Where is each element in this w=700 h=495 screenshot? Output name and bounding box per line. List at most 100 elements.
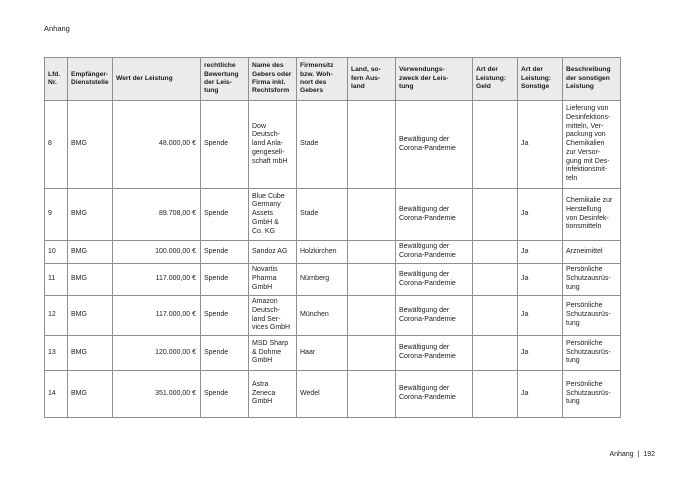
column-header: Name des Gebers oder Firma inkl. Rechtsf… [248,57,297,101]
column-header: Land, so- fern Aus- land [347,57,396,101]
table-cell: 13 [44,335,68,371]
table-cell [472,295,518,336]
table-cell: Ja [517,335,563,371]
table-cell: BMG [67,295,113,336]
table-cell: Nürnberg [296,263,348,296]
table-cell: Blue Cube Germany Assets GmbH & Co. KG [248,188,297,241]
column-header: Lfd. Nr. [44,57,68,101]
table-cell: Bewältigung der Corona-Pandemie [395,295,473,336]
table-cell [347,295,396,336]
table-cell: Dow Deutsch- land Anla- gengesell- schaf… [248,100,297,189]
table-body: 8 BMG 48.000,00 € Spende Dow Deutsch- land A… [44,100,621,418]
table-row: 14 BMG 351.000,00 € Spende Astra Zeneca GmbH… [44,370,621,418]
table-cell: München [296,295,348,336]
table-cell: MSD Sharp & Dohme GmbH [248,335,297,371]
column-header: Firmensitz bzw. Woh- nort des Gebers [296,57,348,101]
table-cell: 100.000,00 € [112,240,201,264]
table-cell [472,100,518,189]
table-cell: Bewältigung der Corona-Pandemie [395,263,473,296]
table-cell: BMG [67,188,113,241]
table-cell: 12 [44,295,68,336]
table-cell: Stade [296,100,348,189]
table-cell: Spende [200,370,249,418]
footer-page-number: 192 [643,451,655,458]
table-cell [472,240,518,264]
table-cell: Persönliche Schutzausrüs- tung [562,295,621,336]
table-cell: BMG [67,100,113,189]
donations-table: Lfd. Nr. Empfänger- Dienststelle Wert der … [44,57,621,418]
table-cell: BMG [67,335,113,371]
table-cell: Spende [200,100,249,189]
footer-section-label: Anhang [609,451,634,458]
table-cell: 14 [44,370,68,418]
table-cell [347,188,396,241]
table-cell: Bewältigung der Corona-Pandemie [395,100,473,189]
table-cell [472,335,518,371]
table-row: 12 BMG 117.000,00 € Spende Amazon Deutsch- l… [44,295,621,336]
table-head: Lfd. Nr. Empfänger- Dienststelle Wert der … [44,57,621,101]
table-cell: Bewältigung der Corona-Pandemie [395,370,473,418]
table-cell: Persönliche Schutzausrüs- tung [562,335,621,371]
table-cell: 8 [44,100,68,189]
table-cell: Persönliche Schutzausrüs- tung [562,263,621,296]
table-cell: Amazon Deutsch- land Ser- vices GmbH [248,295,297,336]
column-header: Art der Leistung: Geld [472,57,518,101]
table-cell: Haar [296,335,348,371]
table-cell: Spende [200,295,249,336]
table-cell: BMG [67,240,113,264]
table-cell: Novartis Pharma GmbH [248,263,297,296]
table-cell: Ja [517,370,563,418]
table-cell: Astra Zeneca GmbH [248,370,297,418]
table-cell: Persönliche Schutzausrüs- tung [562,370,621,418]
table-cell [347,100,396,189]
table-row: 13 BMG 120.000,00 € Spende MSD Sharp & Dohme… [44,335,621,371]
table-cell: Spende [200,335,249,371]
column-header: Wert der Leistung [112,57,201,101]
table-cell: Ja [517,263,563,296]
table-cell: Stade [296,188,348,241]
footer-separator: | [637,451,640,458]
column-header: rechtliche Bewertung der Leis- tung [200,57,249,101]
header-row: Lfd. Nr. Empfänger- Dienststelle Wert der … [44,57,621,101]
table-row: 11 BMG 117.000,00 € Spende Novartis Pharma G… [44,263,621,296]
table-cell [472,263,518,296]
column-header: Art der Leistung: Sonstige [517,57,563,101]
table-cell: Ja [517,295,563,336]
table-cell: BMG [67,370,113,418]
table-cell: 120.000,00 € [112,335,201,371]
table-cell: Holzkirchen [296,240,348,264]
table-cell: 11 [44,263,68,296]
table-cell: 117.000,00 € [112,263,201,296]
table-cell: 117.000,00 € [112,295,201,336]
table-cell: Sandoz AG [248,240,297,264]
table-cell: 351.000,00 € [112,370,201,418]
table-cell [347,240,396,264]
table-cell: Lieferung von Desinfektions- mitteln, Ve… [562,100,621,189]
table-row: 8 BMG 48.000,00 € Spende Dow Deutsch- land A… [44,100,621,189]
table-cell: Ja [517,240,563,264]
table-cell [472,188,518,241]
table-cell [347,370,396,418]
table-cell: Wedel [296,370,348,418]
table-cell: Ja [517,100,563,189]
running-header: Anhang [44,24,70,33]
table-cell [347,335,396,371]
column-header: Empfänger- Dienststelle [67,57,113,101]
table-cell: Ja [517,188,563,241]
table-cell: Spende [200,188,249,241]
page-footer: Anhang | 192 [609,451,655,458]
column-header: Beschreibung der sonstigen Leistung [562,57,621,101]
table-cell: Chemikalie zur Herstellung von Desinfek-… [562,188,621,241]
table-cell: 89.708,00 € [112,188,201,241]
table-cell: Spende [200,240,249,264]
table-row: 10 BMG 100.000,00 € Spende Sandoz AG Holzkirc… [44,240,621,264]
table-cell: Bewältigung der Corona-Pandemie [395,188,473,241]
table-row: 9 BMG 89.708,00 € Spende Blue Cube Germany A… [44,188,621,241]
column-header: Verwendungs- zweck der Leis- tung [395,57,473,101]
table-cell: Bewältigung der Corona-Pandemie [395,335,473,371]
table-cell: 10 [44,240,68,264]
table-cell: Arzneimittel [562,240,621,264]
table-cell: Bewältigung der Corona-Pandemie [395,240,473,264]
table-cell [347,263,396,296]
